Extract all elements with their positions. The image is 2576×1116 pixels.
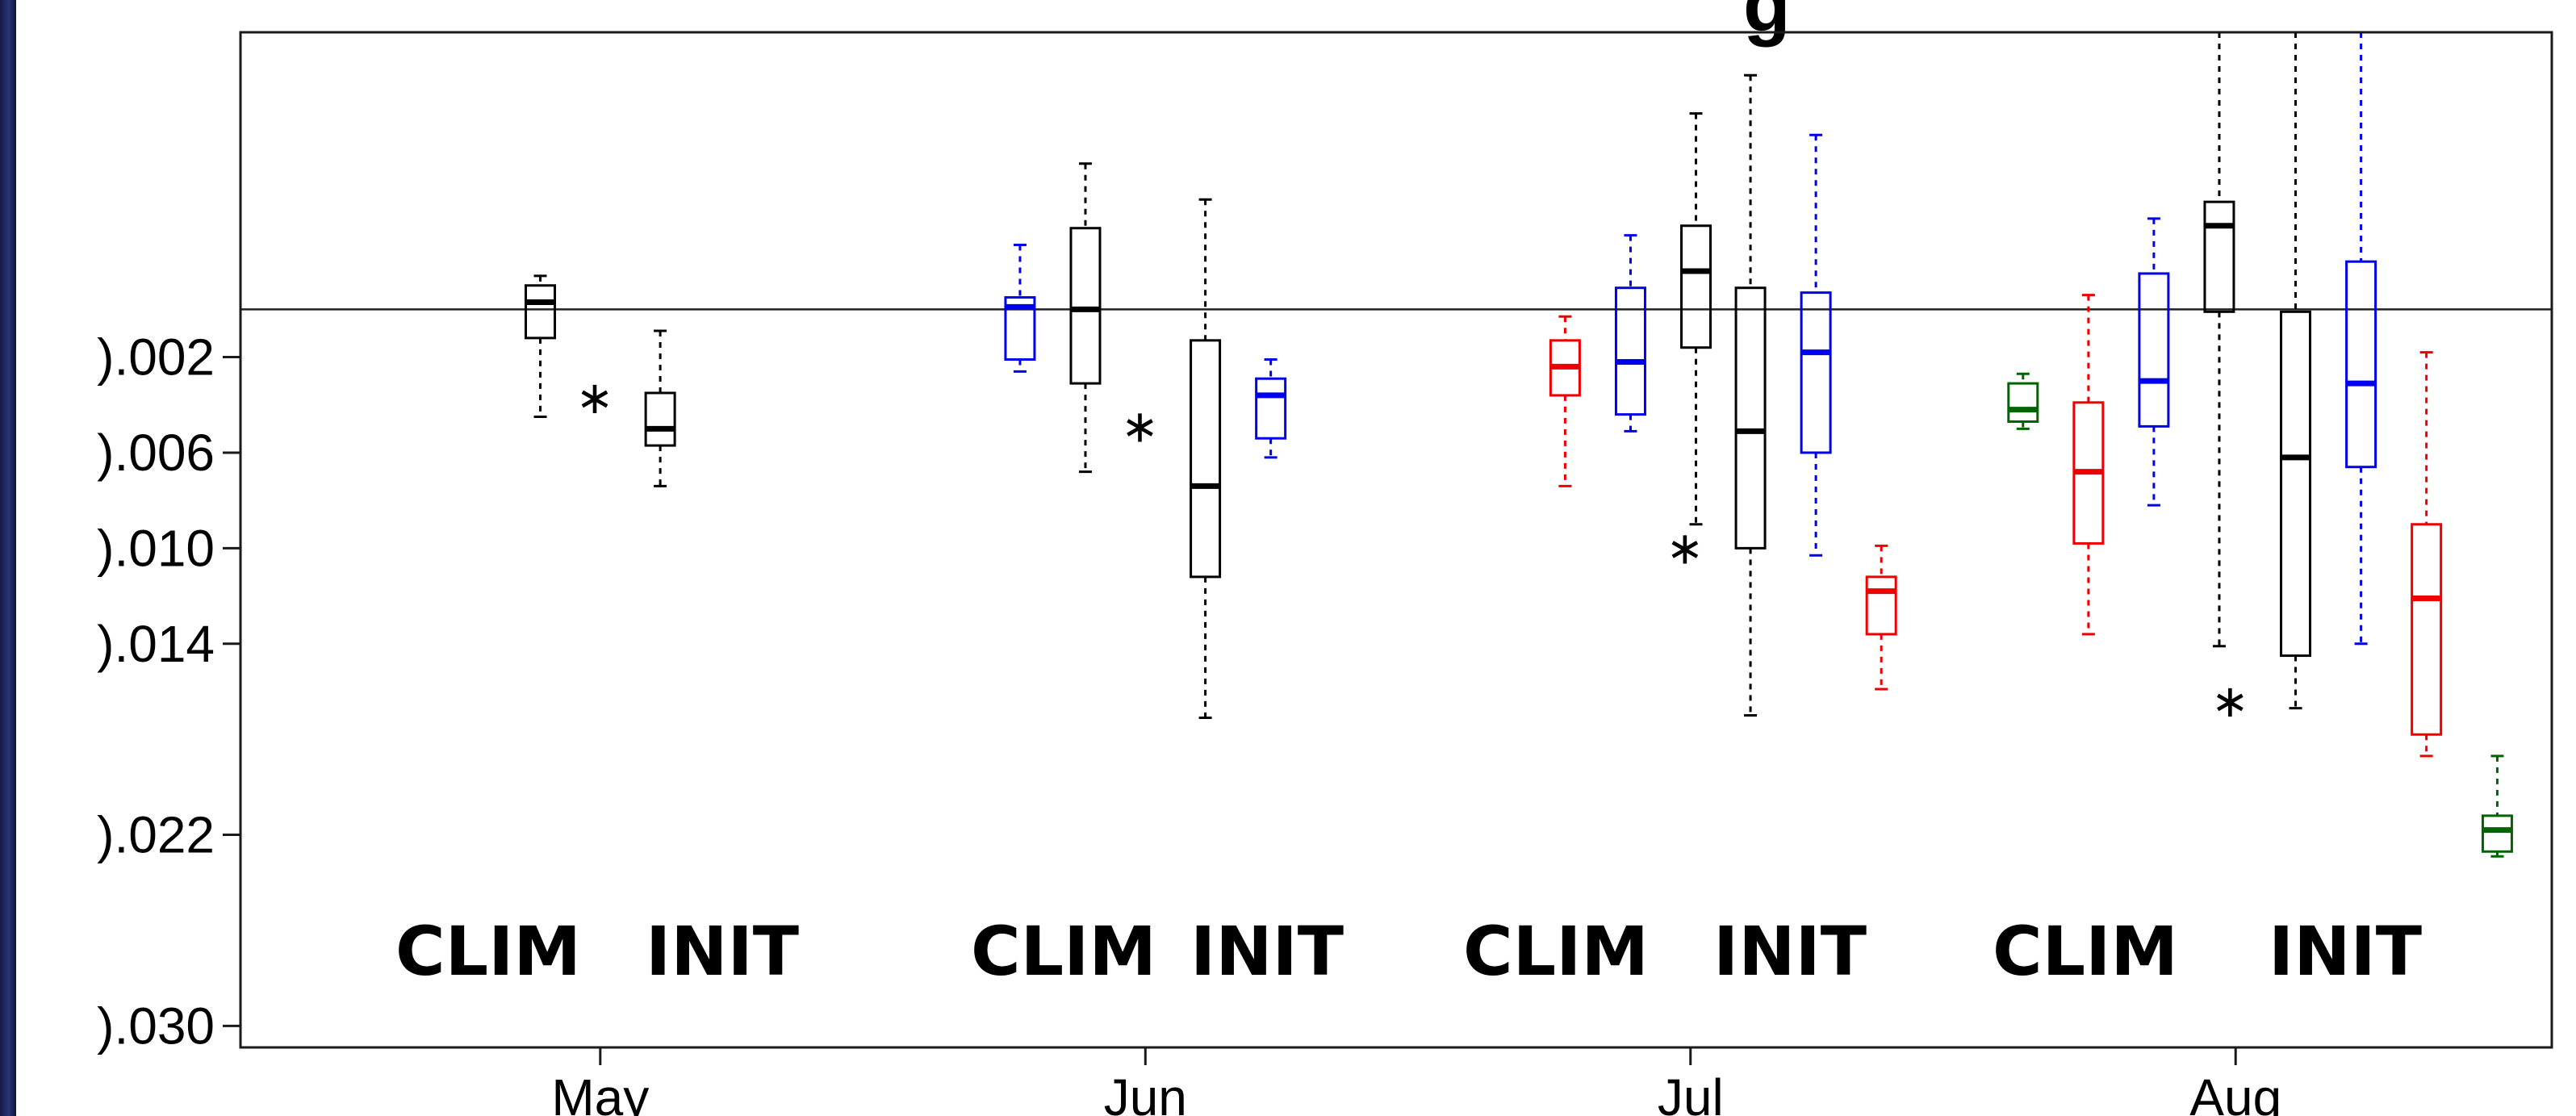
x-axis: May Jun Jul Aug [551, 1047, 2281, 1116]
box-17 [2280, 32, 2312, 710]
box-body [644, 391, 676, 447]
y-tick-label: ).006 [97, 424, 215, 482]
box-18 [2345, 32, 2377, 646]
group-label-init-aug: INIT [2269, 912, 2422, 991]
plot-layer: ∗ ∗ ∗ ∗ [240, 32, 2552, 858]
box-body [1190, 339, 1222, 579]
group-label-clim-jul: CLIM [1463, 912, 1649, 991]
box-body [2203, 200, 2235, 313]
box-11 [1800, 133, 1832, 557]
box-12 [1865, 544, 1897, 691]
y-axis: ).010 ).002 ).006 ).014 ).022 ).030 [97, 328, 240, 1055]
box-body [1069, 227, 1102, 385]
plot-frame [239, 31, 2553, 1049]
slide-left-border [0, 0, 16, 1116]
box-19 [2411, 351, 2443, 758]
box-6 [1255, 358, 1287, 459]
box-body [1865, 575, 1897, 636]
group-label-init-jun: INIT [1190, 912, 1344, 991]
asterisk-point-3: ∗ [1666, 522, 1704, 575]
y-tick-label: ).010 [97, 519, 215, 577]
x-tick-label-aug: Aug [2189, 1068, 2281, 1116]
box-4 [1069, 162, 1102, 474]
title-fragment: g [1743, 0, 1791, 48]
box-7 [1549, 315, 1581, 487]
box-body [1800, 291, 1832, 454]
box-body [2007, 382, 2039, 423]
box-9 [1680, 112, 1712, 526]
group-labels: CLIM INIT CLIM INIT CLIM INIT CLIM INIT [395, 912, 2422, 991]
box-2 [644, 329, 676, 487]
group-label-clim-may: CLIM [395, 912, 581, 991]
box-8 [1614, 234, 1646, 433]
box-body [2138, 272, 2170, 428]
box-5 [1190, 198, 1222, 720]
box-body [2280, 310, 2312, 658]
box-3 [1004, 243, 1036, 373]
box-body [1680, 224, 1712, 349]
x-tick-label-jun: Jun [1104, 1068, 1187, 1116]
y-tick-label: ).002 [97, 328, 215, 387]
group-label-init-jul: INIT [1713, 912, 1867, 991]
box-body [1004, 296, 1036, 362]
box-15 [2138, 217, 2170, 507]
box-10 [1734, 73, 1767, 717]
asterisk-point-1: ∗ [576, 372, 614, 424]
box-body [2411, 523, 2443, 736]
box-14 [2072, 294, 2105, 636]
y-tick-label: ).014 [97, 615, 215, 673]
box-body [1614, 286, 1646, 416]
group-label-clim-aug: CLIM [1993, 912, 2178, 991]
group-label-clim-jun: CLIM [971, 912, 1156, 991]
box-1 [525, 274, 557, 419]
box-body [2481, 814, 2513, 853]
box-body [525, 284, 557, 340]
asterisk-point-4: ∗ [2211, 675, 2249, 728]
x-tick-label-jul: Jul [1658, 1068, 1724, 1116]
x-tick-label-may: May [551, 1068, 649, 1116]
y-tick-label: ).030 [97, 997, 215, 1055]
box-16 [2203, 32, 2235, 648]
box-body [1255, 377, 1287, 440]
box-13 [2007, 372, 2039, 430]
box-20 [2481, 754, 2513, 858]
box-body [1734, 286, 1767, 550]
asterisk-point-2: ∗ [1121, 400, 1159, 453]
group-label-init-may: INIT [646, 912, 799, 991]
y-tick-label: ).022 [97, 806, 215, 864]
box-body [2345, 260, 2377, 469]
